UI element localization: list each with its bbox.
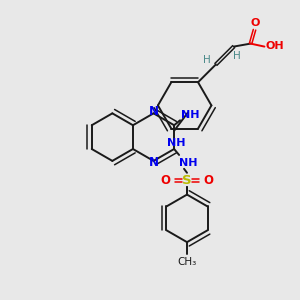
Text: OH: OH bbox=[265, 40, 284, 51]
Text: N: N bbox=[148, 105, 158, 118]
Text: NH: NH bbox=[167, 138, 185, 148]
Text: O: O bbox=[204, 174, 214, 187]
Text: NH: NH bbox=[179, 158, 197, 168]
Text: S: S bbox=[182, 174, 192, 187]
Text: H: H bbox=[203, 56, 211, 65]
Text: H: H bbox=[233, 50, 241, 61]
Text: O: O bbox=[160, 174, 170, 187]
Text: NH: NH bbox=[181, 110, 199, 120]
Text: N: N bbox=[148, 156, 158, 170]
Text: O: O bbox=[251, 18, 260, 28]
Text: CH₃: CH₃ bbox=[177, 257, 196, 267]
